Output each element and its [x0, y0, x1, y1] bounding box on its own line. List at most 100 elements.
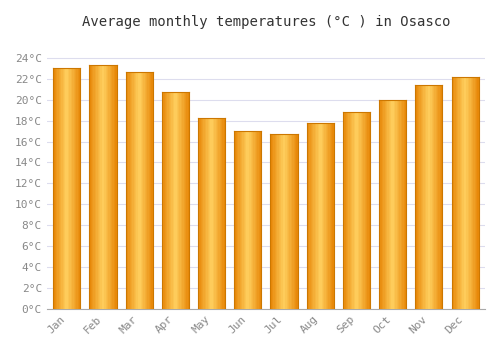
Bar — [426, 85, 428, 309]
Bar — [327, 123, 328, 309]
Bar — [134, 72, 135, 309]
Bar — [346, 112, 347, 309]
Bar — [274, 134, 276, 309]
Bar — [66, 69, 67, 309]
Bar — [358, 112, 359, 309]
Bar — [62, 69, 64, 309]
Bar — [468, 77, 469, 309]
Bar — [104, 65, 106, 309]
Bar — [398, 100, 400, 309]
Bar — [418, 85, 420, 309]
Bar — [360, 112, 362, 309]
Bar — [95, 65, 96, 309]
Bar — [310, 123, 312, 309]
Bar — [70, 69, 71, 309]
Bar — [288, 134, 290, 309]
Bar — [401, 100, 402, 309]
Bar — [295, 134, 296, 309]
Bar — [79, 69, 80, 309]
Bar — [470, 77, 472, 309]
Bar — [386, 100, 387, 309]
Bar — [107, 65, 108, 309]
Bar — [100, 65, 102, 309]
Bar — [127, 72, 128, 309]
Bar — [208, 118, 209, 309]
Bar — [424, 85, 425, 309]
Bar — [461, 77, 462, 309]
Bar — [473, 77, 474, 309]
Bar — [136, 72, 138, 309]
Bar — [71, 69, 72, 309]
Bar — [110, 65, 111, 309]
Bar — [388, 100, 390, 309]
Bar — [174, 92, 176, 309]
Bar — [142, 72, 144, 309]
Bar — [78, 69, 79, 309]
Bar — [224, 118, 225, 309]
Bar — [128, 72, 130, 309]
Bar — [466, 77, 468, 309]
Bar — [256, 131, 258, 309]
Bar — [240, 131, 241, 309]
Bar — [163, 92, 164, 309]
Bar — [428, 85, 429, 309]
Bar — [356, 112, 358, 309]
Bar — [176, 92, 177, 309]
Bar — [331, 123, 332, 309]
Bar — [280, 134, 281, 309]
Bar — [441, 85, 442, 309]
Bar — [126, 72, 127, 309]
Bar — [168, 92, 170, 309]
Bar — [250, 131, 252, 309]
Bar — [98, 65, 99, 309]
Bar — [94, 65, 95, 309]
Bar — [387, 100, 388, 309]
Bar — [460, 77, 461, 309]
Bar — [308, 123, 310, 309]
Bar — [306, 123, 308, 309]
Bar — [458, 77, 460, 309]
Bar — [368, 112, 370, 309]
Bar — [465, 77, 466, 309]
Bar — [90, 65, 91, 309]
Bar — [318, 123, 319, 309]
Bar — [351, 112, 352, 309]
Bar — [405, 100, 406, 309]
Bar — [323, 123, 324, 309]
Bar — [437, 85, 438, 309]
Bar — [291, 134, 292, 309]
Bar — [254, 131, 256, 309]
Bar — [440, 85, 441, 309]
Bar — [394, 100, 396, 309]
Bar — [282, 134, 284, 309]
Bar — [404, 100, 405, 309]
Bar — [364, 112, 366, 309]
Bar — [96, 65, 98, 309]
Bar — [422, 85, 424, 309]
Bar — [166, 92, 168, 309]
Bar — [383, 100, 384, 309]
Bar — [277, 134, 278, 309]
Bar — [347, 112, 348, 309]
Bar — [150, 72, 152, 309]
Bar — [273, 134, 274, 309]
Bar — [212, 118, 213, 309]
Bar — [213, 118, 214, 309]
Bar — [328, 123, 330, 309]
Bar — [210, 118, 212, 309]
Bar — [272, 134, 273, 309]
Bar — [332, 123, 334, 309]
Bar — [114, 65, 115, 309]
Bar — [434, 85, 436, 309]
Bar — [132, 72, 134, 309]
Bar — [396, 100, 398, 309]
Bar — [244, 131, 245, 309]
Bar — [258, 131, 260, 309]
Bar — [324, 123, 326, 309]
Bar — [76, 69, 78, 309]
Bar — [216, 118, 217, 309]
Bar — [429, 85, 430, 309]
Bar — [115, 65, 116, 309]
Bar — [138, 72, 139, 309]
Bar — [206, 118, 208, 309]
